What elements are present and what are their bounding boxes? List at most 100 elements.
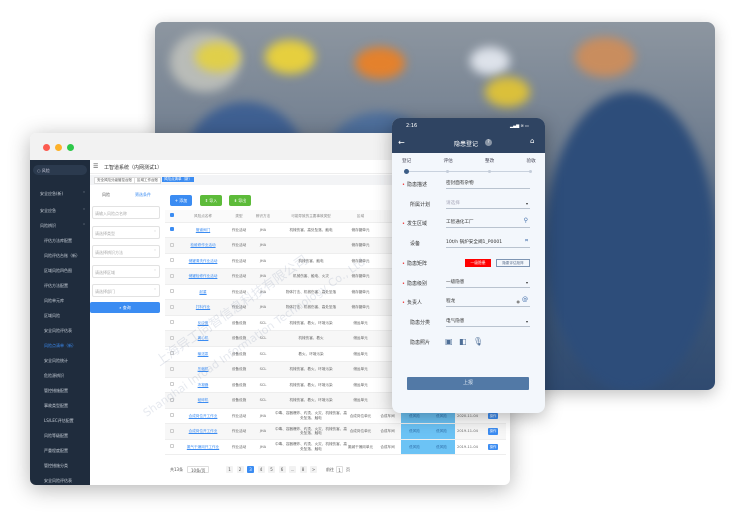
sidebar-item[interactable]: 安全风险评估表: [44, 328, 90, 334]
sidebar-item[interactable]: 安全应急(新) ˅: [30, 191, 90, 197]
page-button[interactable]: 4: [257, 466, 265, 473]
cell-name[interactable]: 合成岗位开工作业: [179, 408, 227, 424]
sidebar-item[interactable]: 区域风险: [44, 313, 90, 319]
mic-add-icon[interactable]: 🎙: [473, 336, 484, 346]
page-tab-2[interactable]: 区域工作台账: [134, 177, 161, 184]
cell-name[interactable]: 输送泵: [179, 346, 227, 362]
cell-name[interactable]: 反应釜: [179, 315, 227, 331]
home-icon[interactable]: ⌂: [530, 137, 535, 145]
row-checkbox[interactable]: [165, 315, 179, 331]
filter-input[interactable]: 请选择部门 ˅: [92, 284, 160, 297]
filter-tab-conditions[interactable]: 筛选条件: [135, 192, 151, 197]
minimize-window-button[interactable]: [55, 144, 62, 151]
row-checkbox[interactable]: [165, 392, 179, 409]
page-button[interactable]: 5: [268, 466, 275, 473]
page-button[interactable]: ...: [289, 466, 296, 473]
cell-name[interactable]: 起重: [179, 284, 227, 300]
scan-icon[interactable]: ⌗: [525, 238, 528, 245]
sidebar-item[interactable]: 危险源辨识: [44, 373, 90, 379]
sidebar-item[interactable]: LS/LEC评估配置: [44, 418, 90, 424]
sidebar-item[interactable]: 区域风险四色图: [44, 268, 90, 274]
row-checkbox[interactable]: [165, 408, 179, 424]
export-button[interactable]: ⇟ 导出: [229, 195, 251, 206]
row-checkbox[interactable]: [165, 346, 179, 362]
filter-input[interactable]: 请选择辨识方法 ˅: [92, 245, 160, 258]
video-add-icon[interactable]: ◧: [459, 336, 467, 346]
row-checkbox[interactable]: [165, 377, 179, 393]
sidebar-search-input[interactable]: ○ 风险: [33, 165, 87, 175]
page-button[interactable]: 3: [247, 466, 254, 473]
sidebar-item[interactable]: 管控措施分类: [44, 463, 90, 469]
row-checkbox[interactable]: [165, 439, 179, 455]
sidebar-item[interactable]: 风险点清单（新）: [44, 343, 90, 349]
cell-name[interactable]: 管道阀门: [179, 222, 227, 238]
maximize-window-button[interactable]: [67, 144, 74, 151]
field-input[interactable]: 一级隐患 ▾: [446, 279, 530, 288]
row-checkbox[interactable]: [165, 268, 179, 285]
cell-name[interactable]: 检维修作业活动: [179, 237, 227, 254]
page-button[interactable]: 1: [226, 466, 233, 473]
cell-name[interactable]: 离心机: [179, 330, 227, 347]
filter-tab-risk[interactable]: 风险: [102, 192, 110, 197]
row-checkbox[interactable]: [165, 284, 179, 300]
goto-input[interactable]: 1: [336, 466, 343, 473]
sidebar-item[interactable]: 评估方法配置: [44, 283, 90, 289]
matrix-button[interactable]: 隐患评估矩阵: [496, 258, 530, 267]
location-icon[interactable]: ⚲: [523, 217, 528, 225]
field-input[interactable]: 请选择 ▾: [446, 200, 530, 209]
page-button[interactable]: >: [310, 466, 317, 473]
cell-name[interactable]: 储罐清洗作业活动: [179, 253, 227, 269]
sidebar-item[interactable]: 管控措施配置: [44, 388, 90, 394]
select-all-checkbox[interactable]: [165, 210, 179, 223]
menu-icon[interactable]: ☰: [93, 163, 99, 170]
page-button[interactable]: 6: [278, 466, 286, 473]
field-input[interactable]: 工智通化工厂 ⚲: [446, 217, 530, 229]
sidebar-item[interactable]: 安全风险统计: [44, 358, 90, 364]
sidebar-item[interactable]: 评估方法库配置: [44, 238, 90, 244]
import-button[interactable]: ⇞ 导入: [200, 195, 222, 206]
row-checkbox[interactable]: [165, 253, 179, 269]
cell-name[interactable]: 氯气干燥岗开工作业: [179, 439, 227, 455]
sidebar-item[interactable]: 风险评估台账（新）: [44, 253, 90, 259]
row-action-button[interactable]: 操作: [487, 412, 499, 419]
cell-name[interactable]: 冷凝器: [179, 377, 227, 393]
field-input[interactable]: 电气隐患 ▾: [446, 318, 530, 327]
cell-name[interactable]: 储罐检修作业活动: [179, 268, 227, 285]
sidebar-item[interactable]: 安全应急 ˅: [30, 208, 90, 214]
field-input[interactable]: 10t/h 锅炉安全阀1_P0001 ⌗: [446, 238, 530, 249]
sidebar-item[interactable]: 风险单元库: [44, 298, 90, 304]
row-checkbox[interactable]: [165, 237, 179, 254]
row-checkbox[interactable]: [165, 330, 179, 347]
page-button[interactable]: 2: [236, 466, 244, 473]
cell-name[interactable]: 破碎机: [179, 392, 227, 409]
filter-input[interactable]: 请选择区域 ˅: [92, 264, 160, 278]
row-checkbox[interactable]: [165, 423, 179, 440]
page-tab-1[interactable]: 安全风险分级管控台账: [94, 177, 135, 184]
row-action-button[interactable]: 操作: [487, 443, 499, 450]
close-window-button[interactable]: [43, 144, 50, 151]
filter-input[interactable]: 请选择类型 ˅: [92, 225, 160, 239]
help-icon[interactable]: ?: [485, 139, 492, 146]
row-checkbox[interactable]: [165, 222, 179, 238]
image-add-icon[interactable]: ▣: [445, 336, 453, 346]
field-input[interactable]: 密封面有杂物: [446, 180, 530, 189]
row-checkbox[interactable]: [165, 361, 179, 378]
hazard-level-badge[interactable]: 一级隐患: [465, 258, 491, 267]
page-size-select[interactable]: 10条/页: [187, 466, 210, 473]
submit-button[interactable]: 上报: [407, 377, 529, 390]
page-button[interactable]: 8: [299, 466, 307, 473]
at-icon[interactable]: @: [522, 296, 528, 304]
add-button[interactable]: + 添加: [170, 195, 192, 206]
cell-name[interactable]: 合成岗位开工作业: [179, 423, 227, 440]
sidebar-item[interactable]: 事故类型配置: [44, 403, 90, 409]
filter-input[interactable]: 请输入风险点名称: [92, 206, 160, 219]
cell-name[interactable]: 压缩机: [179, 361, 227, 378]
clear-icon[interactable]: ●: [516, 299, 521, 305]
back-arrow-icon[interactable]: ←: [398, 138, 405, 147]
cell-name[interactable]: 打料作业: [179, 299, 227, 316]
search-button[interactable]: ⌕ 查询: [90, 302, 160, 313]
row-checkbox[interactable]: [165, 299, 179, 316]
sidebar-item[interactable]: 风险等级配置: [44, 433, 90, 439]
sidebar-item[interactable]: 风险辨识 ˄: [30, 223, 90, 229]
sidebar-item[interactable]: 严重程度配置: [44, 448, 90, 454]
